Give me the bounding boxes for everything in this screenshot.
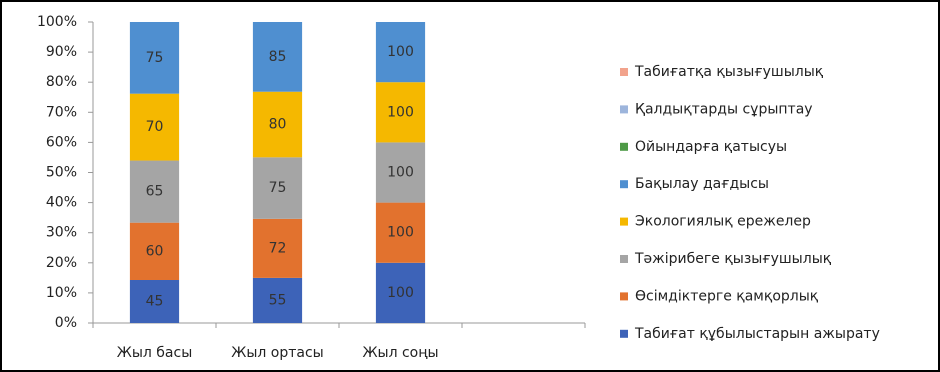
bar-segment [252,91,303,158]
bar-segment [375,142,426,203]
bar-segment [252,218,303,278]
bar-segment [375,22,426,83]
y-tick-label: 50% [46,165,77,181]
data-label: 100 [387,44,414,60]
y-tick-label: 60% [46,134,77,150]
bar-segment [129,160,180,223]
legend-swatch [620,68,628,76]
y-tick-label: 70% [46,104,77,120]
data-label: 75 [269,180,287,196]
data-label: 100 [387,165,414,181]
y-tick-label: 90% [46,44,77,60]
data-label: 55 [269,292,287,308]
data-label: 85 [269,49,287,65]
legend-swatch [620,142,628,151]
data-label: 100 [387,225,414,241]
data-label: 100 [387,104,414,120]
data-label: 100 [387,285,414,301]
legend-label: Бақылау дағдысы [635,176,769,192]
bar-segment [129,280,180,323]
legend-label: Табиғатқа қызығушылық [634,64,824,80]
y-tick-label: 10% [46,285,77,301]
y-tick-label: 20% [46,255,77,271]
x-tick-label: Жыл басы [117,345,193,361]
data-label: 75 [146,50,164,66]
data-label: 65 [146,184,164,200]
legend-swatch [620,292,628,301]
bar-segment [252,22,303,92]
legend-label: Тәжірибеге қызығушылық [634,251,832,267]
bar-segment [375,82,426,143]
y-tick-label: 40% [46,195,77,211]
legend-label: Қалдықтарды сұрыптау [635,101,813,117]
y-tick-label: 80% [46,74,77,90]
bar-segment [252,157,303,219]
legend-label: Ойындарға қатысуы [635,139,787,155]
legend-label: Өсімдіктерге қамқорлық [635,288,819,304]
legend-swatch [620,105,628,114]
legend-swatch [620,180,628,189]
y-tick-label: 100% [37,14,77,30]
legend-label: Экологиялық ережелер [635,214,811,230]
data-label: 70 [146,119,164,135]
data-label: 72 [269,240,287,256]
x-tick-label: Жыл ортасы [231,345,323,361]
bar-segment [129,222,180,280]
bar-segment [129,22,180,94]
bar-segment [252,277,303,323]
data-label: 45 [146,294,164,310]
legend-swatch [620,217,628,226]
y-tick-label: 30% [46,225,77,241]
bar-segment [129,93,180,161]
y-tick-label: 0% [55,315,77,331]
bar-segment [375,202,426,263]
x-tick-label: Жыл соңы [362,345,438,361]
data-label: 80 [269,117,287,133]
data-label: 60 [146,243,164,259]
legend-swatch [620,329,628,338]
legend-swatch [620,255,628,263]
legend-label: Табиғат құбылыстарын ажырату [634,326,880,342]
bar-segment [375,262,426,323]
